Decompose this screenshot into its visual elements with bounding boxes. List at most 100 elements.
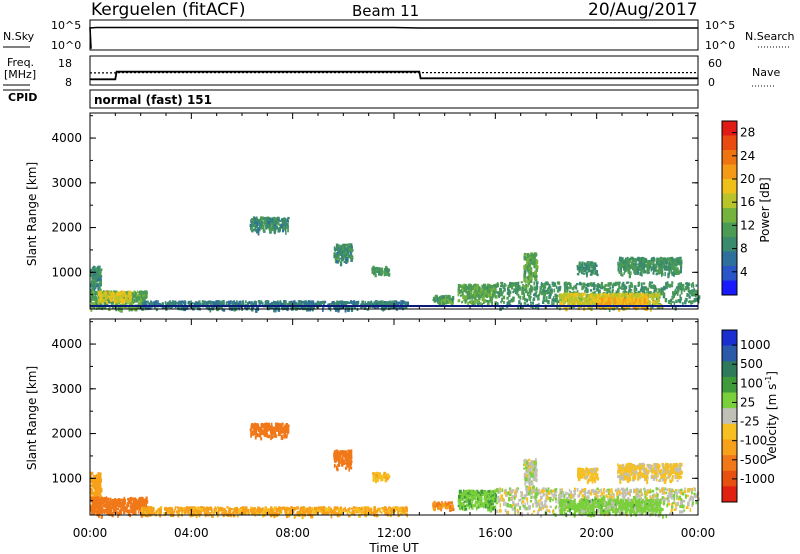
heatmap-cell: [509, 290, 512, 295]
heatmap-cell: [97, 300, 100, 305]
heatmap-cell: [529, 295, 532, 299]
heatmap-cell: [516, 290, 519, 295]
heatmap-cell: [339, 300, 342, 304]
heatmap-cell: [365, 303, 368, 306]
heatmap-cell: [350, 248, 353, 253]
heatmap-cell: [127, 509, 131, 513]
heatmap-cell: [122, 510, 126, 515]
heatmap-cell: [644, 270, 646, 274]
heatmap-cell: [115, 308, 118, 312]
heatmap-cell: [652, 300, 655, 304]
heatmap-cell: [462, 284, 465, 287]
heatmap-cell: [542, 300, 545, 304]
heatmap-cell: [523, 269, 527, 274]
heatmap-cell: [578, 303, 582, 306]
heatmap-cell: [619, 297, 622, 302]
heatmap-cell: [100, 281, 102, 285]
heatmap-cell: [681, 302, 684, 305]
heatmap-cell: [611, 305, 614, 310]
heatmap-cell: [209, 300, 212, 304]
heatmap-cell: [528, 263, 531, 268]
colorbar-cell: [722, 135, 737, 151]
heatmap-cell: [535, 263, 538, 266]
heatmap-cell: [111, 304, 115, 310]
heatmap-cell: [667, 300, 671, 304]
heatmap-cell: [593, 301, 596, 305]
heatmap-cell: [645, 301, 648, 305]
heatmap-cell: [679, 261, 683, 265]
heatmap-cell: [258, 219, 260, 223]
heatmap-cell: [464, 284, 467, 287]
heatmap-cell: [660, 257, 664, 261]
heatmap-cell: [625, 285, 628, 290]
heatmap-cell: [528, 266, 530, 271]
heatmap-cell: [607, 294, 610, 298]
heatmap-cell: [617, 294, 620, 297]
heatmap-cell: [661, 269, 664, 273]
heatmap-cell: [507, 284, 510, 289]
heatmap-cell: [664, 297, 668, 303]
heatmap-cell: [529, 271, 532, 276]
heatmap-cell: [131, 295, 134, 300]
heatmap-cell: [242, 301, 245, 304]
heatmap-cell: [242, 303, 245, 307]
heatmap-cell: [342, 306, 344, 310]
colorbar-tick-label: 28: [740, 126, 755, 140]
cpid-value: normal (fast) 151: [94, 93, 212, 107]
heatmap-cell: [541, 289, 544, 294]
heatmap-cell: [150, 300, 152, 305]
heatmap-cell: [125, 297, 129, 300]
heatmap-cell: [502, 295, 506, 300]
heatmap-cell: [596, 270, 598, 274]
heatmap-cell: [281, 302, 284, 308]
heatmap-cell: [502, 285, 506, 289]
heatmap-cell: [631, 259, 634, 262]
heatmap-cell: [581, 302, 584, 307]
heatmap-cell: [563, 293, 565, 298]
heatmap-cell: [511, 298, 514, 303]
heatmap-cell: [642, 301, 645, 304]
heatmap-cell: [308, 301, 311, 306]
heatmap-cell: [600, 285, 604, 289]
heatmap-cell: [517, 293, 520, 299]
heatmap-cell: [611, 302, 614, 305]
heatmap-cell: [96, 298, 100, 302]
heatmap-cell: [96, 493, 99, 498]
heatmap-cell: [596, 273, 599, 277]
heatmap-cell: [119, 306, 122, 309]
heatmap-cell: [628, 284, 631, 289]
heatmap-cell: [235, 300, 238, 303]
heatmap-cell: [594, 299, 597, 303]
heatmap-cell: [551, 298, 554, 302]
heatmap-cell: [618, 286, 621, 290]
heatmap-cell: [679, 296, 683, 301]
heatmap-cell: [390, 306, 393, 310]
heatmap-cell: [98, 473, 100, 478]
heatmap-cell: [634, 270, 637, 275]
heatmap-cell: [498, 292, 501, 295]
heatmap-cell: [661, 272, 664, 276]
heatmap-cell: [324, 509, 327, 514]
heatmap-cell: [668, 263, 671, 267]
heatmap-cell: [621, 257, 624, 262]
heatmap-cell: [442, 295, 445, 299]
heatmap-cell: [680, 268, 682, 274]
heatmap-cell: [483, 283, 485, 288]
heatmap-cell: [630, 264, 633, 269]
heatmap-cell: [107, 301, 111, 304]
heatmap-cell: [590, 261, 594, 264]
heatmap-cell: [92, 290, 95, 295]
heatmap-cell: [658, 266, 661, 271]
heatmap-cell: [586, 263, 589, 268]
heatmap-cell: [254, 225, 257, 230]
heatmap-cell: [697, 295, 701, 300]
heatmap-cell: [90, 488, 93, 493]
heatmap-cell: [576, 283, 579, 286]
heatmap-cell: [334, 305, 337, 311]
heatmap-cell: [125, 295, 127, 300]
heatmap-cell: [668, 257, 671, 261]
nsearch-tick-high: 10^5: [705, 19, 735, 32]
heatmap-cell: [290, 300, 293, 304]
heatmap-cell: [663, 285, 666, 291]
heatmap-cell: [564, 286, 567, 290]
